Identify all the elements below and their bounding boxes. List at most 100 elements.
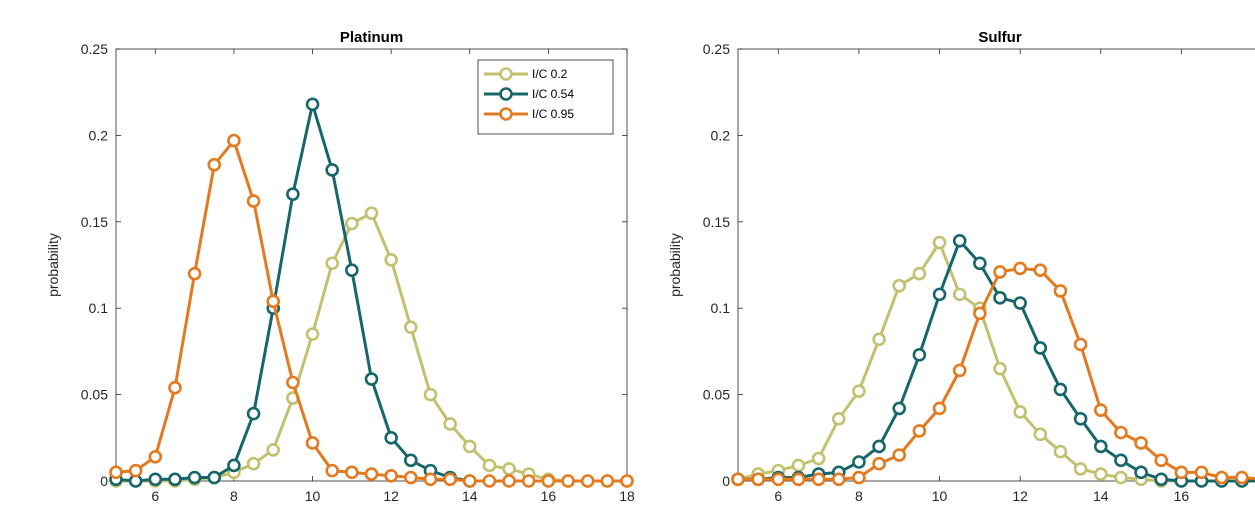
data-point bbox=[1134, 436, 1148, 450]
data-point bbox=[286, 375, 300, 390]
data-point bbox=[345, 465, 359, 480]
data-point bbox=[404, 453, 418, 468]
data-point bbox=[1235, 470, 1249, 485]
data-point bbox=[811, 472, 826, 487]
x-tick-label: 6 bbox=[151, 488, 159, 504]
data-point bbox=[384, 253, 398, 267]
data-point bbox=[364, 372, 379, 386]
data-point bbox=[207, 157, 222, 172]
data-point bbox=[872, 456, 886, 471]
x-tick-label: 8 bbox=[230, 488, 238, 504]
data-point bbox=[502, 462, 516, 476]
x-tick-label: 14 bbox=[462, 488, 478, 504]
data-point bbox=[892, 448, 907, 462]
y-tick-label: 0 bbox=[722, 473, 730, 489]
data-point bbox=[246, 194, 261, 208]
data-point bbox=[1134, 465, 1148, 480]
x-tick-label: 16 bbox=[1174, 488, 1190, 504]
platinum-chart: 0 0.05 0.1 0.15 0.2 0.25 6 8 10 12 14 16 18 Platinum p… bbox=[45, 29, 635, 504]
data-point bbox=[1093, 403, 1108, 417]
y-tick-label: 0.25 bbox=[703, 41, 730, 57]
y-axis-label: probability bbox=[667, 233, 683, 297]
data-point bbox=[1214, 470, 1229, 485]
data-point bbox=[1093, 467, 1108, 481]
y-tick-label: 0.2 bbox=[711, 127, 731, 143]
data-point bbox=[1114, 425, 1128, 440]
data-point bbox=[993, 265, 1007, 279]
data-point bbox=[1033, 427, 1048, 442]
data-point bbox=[952, 234, 967, 248]
data-point bbox=[168, 472, 182, 487]
x-tick-label: 14 bbox=[1093, 488, 1109, 504]
data-point bbox=[771, 472, 786, 487]
data-point bbox=[932, 287, 947, 302]
data-point bbox=[791, 472, 806, 487]
data-point bbox=[1073, 462, 1088, 476]
data-point bbox=[384, 430, 398, 445]
data-point bbox=[912, 266, 927, 281]
data-point bbox=[1093, 439, 1108, 454]
y-tick-label: 0.1 bbox=[89, 300, 109, 316]
data-point bbox=[1154, 453, 1169, 468]
data-point bbox=[462, 439, 477, 454]
data-point bbox=[305, 436, 320, 450]
data-point bbox=[266, 443, 281, 457]
data-point bbox=[462, 474, 477, 488]
data-point bbox=[325, 256, 339, 271]
data-point bbox=[384, 469, 398, 483]
data-point bbox=[148, 472, 163, 487]
data-point bbox=[620, 474, 634, 488]
data-point bbox=[246, 406, 261, 421]
data-point bbox=[993, 361, 1007, 376]
data-point bbox=[207, 470, 222, 485]
data-point bbox=[973, 256, 987, 271]
data-point bbox=[187, 266, 202, 281]
data-point bbox=[1114, 453, 1128, 468]
data-point bbox=[1033, 341, 1048, 355]
x-tick-label: 10 bbox=[305, 488, 321, 504]
data-point bbox=[521, 474, 536, 488]
legend-label: I/C 0.2 bbox=[532, 67, 568, 81]
x-tick-label: 12 bbox=[1012, 488, 1028, 504]
data-point bbox=[148, 450, 163, 464]
x-tick-label: 16 bbox=[541, 488, 557, 504]
chart-title: Sulfur bbox=[978, 29, 1021, 46]
data-point bbox=[1114, 470, 1128, 485]
data-point bbox=[852, 470, 866, 485]
data-point bbox=[325, 463, 339, 478]
data-point bbox=[872, 439, 886, 454]
data-point bbox=[482, 474, 497, 488]
data-point bbox=[912, 424, 927, 438]
legend-marker bbox=[499, 87, 513, 101]
y-tick-label: 0.2 bbox=[89, 127, 109, 143]
data-point bbox=[266, 294, 281, 309]
data-point bbox=[932, 235, 947, 250]
data-point bbox=[404, 470, 418, 485]
data-point bbox=[227, 133, 241, 148]
data-point bbox=[1033, 263, 1048, 277]
data-point bbox=[502, 474, 516, 488]
data-point bbox=[1073, 337, 1088, 352]
data-point bbox=[227, 458, 241, 473]
data-point bbox=[246, 456, 261, 471]
data-point bbox=[831, 411, 846, 426]
data-point bbox=[305, 97, 320, 112]
x-tick-label: 8 bbox=[855, 488, 863, 504]
data-point bbox=[892, 278, 907, 293]
data-point bbox=[168, 380, 182, 395]
x-tick-label: 12 bbox=[383, 488, 399, 504]
legend-label: I/C 0.54 bbox=[532, 87, 574, 101]
y-tick-label: 0.15 bbox=[703, 214, 730, 230]
data-point bbox=[580, 474, 595, 488]
data-point bbox=[952, 287, 967, 302]
legend-marker bbox=[499, 107, 513, 121]
x-tick-label: 6 bbox=[774, 488, 782, 504]
data-point bbox=[187, 470, 202, 485]
data-point bbox=[1053, 382, 1068, 397]
plot-frame bbox=[737, 48, 1255, 482]
data-point bbox=[1013, 405, 1027, 419]
data-point bbox=[751, 472, 765, 487]
data-point bbox=[109, 465, 123, 480]
data-point bbox=[912, 348, 927, 362]
data-point bbox=[892, 401, 907, 416]
